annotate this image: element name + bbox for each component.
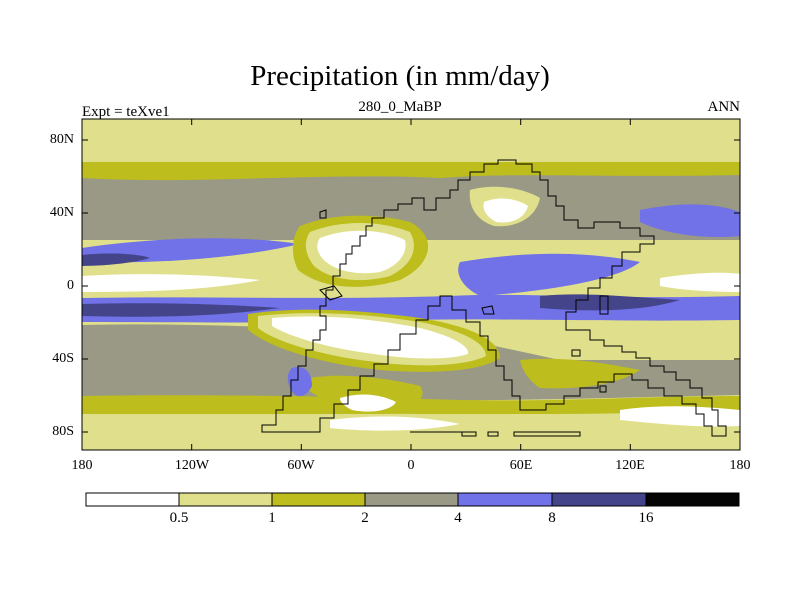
colorbar-box-0: [85, 492, 180, 507]
colorbar: [85, 492, 740, 507]
colorbar-label: 4: [454, 510, 462, 526]
dry-interior-southwest: [340, 394, 396, 412]
map-subtitle: 280_0_MaBP: [358, 99, 442, 115]
colorbar-box-6: [645, 492, 740, 507]
y-tick-label: 0: [67, 278, 74, 293]
colorbar-box-1: [178, 492, 273, 507]
colorbar-box-4: [457, 492, 553, 507]
x-tick-label: 120W: [174, 458, 210, 473]
dry-zone-eq-west: [82, 274, 260, 292]
season-label: ANN: [707, 99, 741, 115]
dry-zone-south-polar: [330, 416, 460, 431]
dry-interior-northeast: [483, 198, 528, 223]
map-title: Precipitation (in mm/day): [250, 60, 550, 92]
continent-olive-southeast: [520, 358, 640, 389]
x-tick-label: 60E: [509, 458, 533, 473]
colorbar-label: 1: [268, 510, 276, 526]
axis-ticks: [82, 119, 740, 450]
y-tick-label: 80N: [49, 132, 74, 147]
colorbar-box-5: [551, 492, 647, 507]
dry-zone-south-east: [620, 406, 740, 427]
band-navy-eq-west: [82, 303, 280, 317]
band-gray-north: [82, 175, 740, 240]
dry-interior-north: [317, 230, 406, 274]
coastline: [261, 159, 727, 437]
x-tick-label: 120E: [615, 458, 645, 473]
band-blue-southwest: [287, 366, 312, 397]
x-tick-label: 0: [407, 458, 415, 473]
x-tick-label: 60W: [287, 458, 315, 473]
colorbar-box-3: [364, 492, 459, 507]
colorbar-box-2: [271, 492, 366, 507]
band-navy-north: [82, 253, 150, 266]
dry-zone-eq-east: [660, 272, 740, 292]
dry-interior-south: [272, 316, 469, 359]
band-blue-central: [458, 253, 640, 296]
colorbar-label: 8: [548, 510, 556, 526]
precipitation-field: [82, 119, 740, 450]
colorbar-label: 0.5: [169, 510, 189, 526]
band-blue-north-east: [640, 204, 740, 238]
colorbar-label: 16: [638, 510, 654, 526]
y-tick-label: 40N: [49, 205, 74, 220]
x-tick-label: 180: [71, 458, 93, 473]
x-tick-label: 180: [729, 458, 751, 473]
y-tick-label: 40S: [52, 351, 74, 366]
y-tick-label: 80S: [52, 424, 74, 439]
experiment-label: Expt = teXve1: [82, 104, 170, 120]
colorbar-label: 2: [361, 510, 369, 526]
band-navy-eq-east: [540, 294, 680, 311]
